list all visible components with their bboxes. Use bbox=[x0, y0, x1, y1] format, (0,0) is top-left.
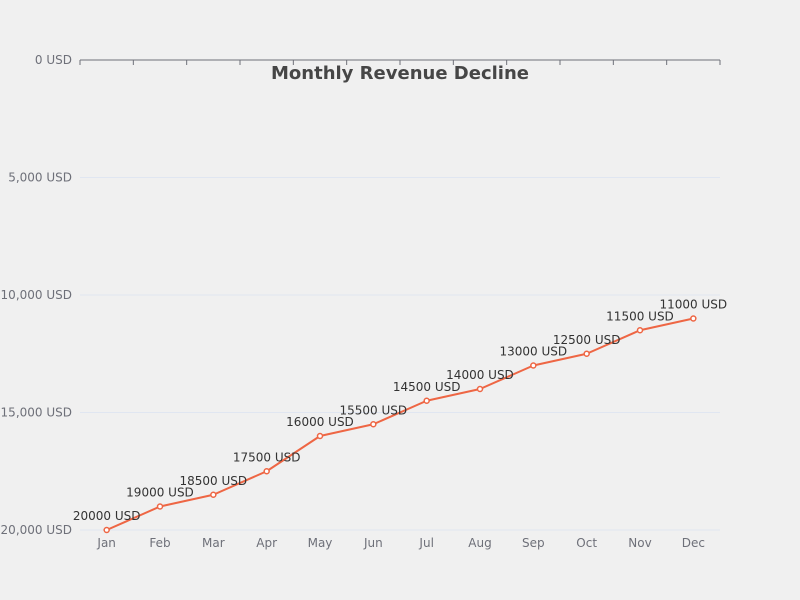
series-line bbox=[106, 317, 694, 531]
data-label: 15500 USD bbox=[340, 403, 408, 417]
x-tick-label: Nov bbox=[628, 536, 651, 550]
data-point[interactable] bbox=[370, 421, 377, 428]
x-tick-label: Aug bbox=[468, 536, 491, 550]
x-tick-label: Jun bbox=[363, 536, 383, 550]
x-tick-label: Oct bbox=[576, 536, 597, 550]
x-tick-label: Jul bbox=[418, 536, 433, 550]
y-tick-label: 10,000 USD bbox=[1, 288, 72, 302]
x-tick-label: Apr bbox=[256, 536, 277, 550]
data-label: 14000 USD bbox=[446, 368, 514, 382]
data-point[interactable] bbox=[103, 526, 110, 534]
x-tick-label: May bbox=[308, 536, 333, 550]
data-label: 20000 USD bbox=[73, 509, 141, 523]
x-axis bbox=[79, 59, 721, 65]
data-label: 11500 USD bbox=[606, 309, 674, 323]
y-tick-label: 5,000 USD bbox=[8, 171, 72, 185]
data-point[interactable] bbox=[156, 503, 164, 510]
data-label: 18500 USD bbox=[180, 474, 248, 488]
chart-title: Monthly Revenue Decline bbox=[271, 63, 529, 84]
y-tick-label: 20,000 USD bbox=[1, 523, 72, 537]
x-tick-label: Mar bbox=[202, 536, 225, 550]
data-label: 16000 USD bbox=[286, 415, 354, 429]
data-point[interactable] bbox=[423, 397, 430, 404]
data-label: 11000 USD bbox=[660, 298, 728, 312]
data-point[interactable] bbox=[476, 385, 484, 393]
x-tick-label: Jan bbox=[96, 536, 116, 550]
data-point[interactable] bbox=[636, 327, 644, 334]
series-revenue bbox=[103, 315, 697, 534]
data-label: 13000 USD bbox=[500, 345, 568, 359]
x-tick-label: Dec bbox=[682, 536, 705, 550]
data-label: 12500 USD bbox=[553, 333, 621, 347]
data-label: 17500 USD bbox=[233, 450, 301, 464]
data-point[interactable] bbox=[263, 468, 270, 475]
data-point[interactable] bbox=[583, 350, 590, 357]
data-label: 14500 USD bbox=[393, 380, 461, 394]
y-tick-label: 0 USD bbox=[35, 53, 72, 67]
data-label: 19000 USD bbox=[126, 486, 194, 500]
grid-lines bbox=[80, 177, 720, 531]
y-axis-tick-labels: 0 USD 5,000 USD 10,000 USD 15,000 USD 20,000… bbox=[1, 53, 72, 537]
data-point[interactable] bbox=[690, 315, 697, 322]
data-point[interactable] bbox=[530, 362, 537, 369]
data-point[interactable] bbox=[316, 432, 324, 440]
x-tick-label: Sep bbox=[522, 536, 545, 550]
x-axis-tick-labels: Jan Feb Mar Apr May Jun Jul Aug Sep Oct Nov Dec bbox=[96, 536, 705, 550]
data-point[interactable] bbox=[210, 491, 217, 498]
x-tick-label: Feb bbox=[149, 536, 170, 550]
y-tick-label: 15,000 USD bbox=[1, 406, 72, 420]
